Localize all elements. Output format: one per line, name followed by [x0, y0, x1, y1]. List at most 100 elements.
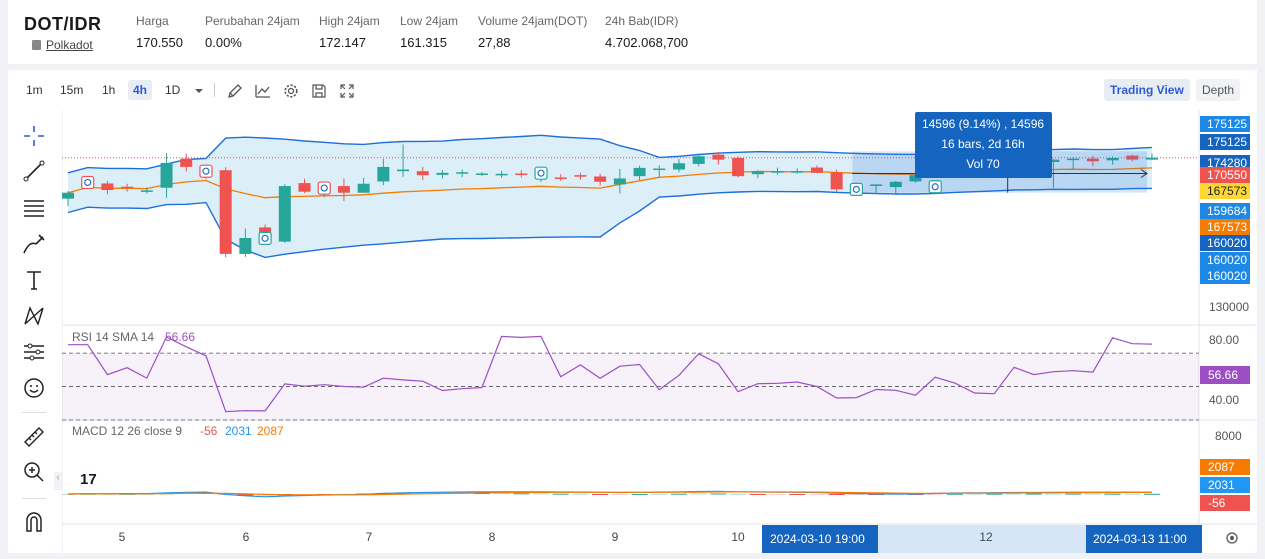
candle-body[interactable]	[633, 167, 646, 177]
macd-histogram-bar	[60, 494, 76, 495]
brush-icon[interactable]	[22, 232, 46, 256]
signal-marker-dot	[202, 167, 210, 175]
candle-body[interactable]	[830, 172, 843, 190]
stat-low-24h: Low 24jam 161.315	[400, 14, 459, 50]
candle-body[interactable]	[180, 158, 193, 167]
indicator-icon[interactable]	[255, 83, 271, 99]
pair-title: DOT/IDR	[24, 14, 102, 34]
candle-body[interactable]	[653, 168, 666, 171]
candle-body[interactable]	[1126, 155, 1139, 160]
macd-histogram-bar	[493, 493, 510, 495]
fullscreen-icon[interactable]	[339, 83, 355, 99]
time-range-end: 2024-03-13 11:00	[1093, 532, 1187, 546]
candle-body[interactable]	[1086, 158, 1099, 162]
coin-link[interactable]: Polkadot	[32, 38, 93, 52]
chart-plot-area[interactable]: RSI 14 SMA 14 56.66 MACD 12 26 close 9 -56…	[60, 110, 1257, 553]
timeframe-1h[interactable]: 1h	[102, 83, 116, 97]
zoom-in-icon[interactable]	[22, 460, 46, 484]
prediction-icon[interactable]	[22, 340, 46, 364]
candle-body[interactable]	[62, 192, 74, 199]
candle-body[interactable]	[456, 172, 469, 174]
chart-svg[interactable]: RSI 14 SMA 14 56.66 MACD 12 26 close 9 -56…	[60, 110, 1257, 553]
macd-histogram-bar	[828, 494, 845, 495]
settings-icon[interactable]	[283, 83, 299, 99]
candle-body[interactable]	[594, 176, 607, 182]
candle-body[interactable]	[377, 166, 390, 182]
candle-body[interactable]	[889, 181, 902, 188]
macd-histogram-bar	[1045, 493, 1062, 495]
tab-depth[interactable]: Depth	[1196, 79, 1241, 101]
candle-body[interactable]	[219, 170, 232, 254]
pattern-icon[interactable]	[22, 304, 46, 328]
candle-body[interactable]	[732, 157, 745, 177]
signal-marker-icon[interactable]	[317, 181, 331, 195]
trendline-icon[interactable]	[22, 159, 46, 183]
candle-body[interactable]	[1146, 157, 1158, 160]
time-axis-label: 7	[366, 530, 373, 544]
macd-histogram-bar	[611, 494, 628, 495]
candle-body[interactable]	[495, 173, 508, 176]
macd-signal-line	[67, 491, 1152, 496]
signal-marker-icon[interactable]	[258, 231, 272, 245]
candle-body[interactable]	[751, 171, 764, 175]
candle-body[interactable]	[791, 171, 804, 173]
ruler-icon[interactable]	[22, 425, 46, 449]
candle-body[interactable]	[613, 178, 626, 185]
candle-body[interactable]	[278, 186, 291, 242]
timeframe-1m[interactable]: 1m	[26, 83, 43, 97]
candle-body[interactable]	[397, 169, 410, 172]
signal-marker-dot	[852, 185, 860, 193]
candle-body[interactable]	[574, 175, 587, 177]
candle-body[interactable]	[101, 183, 114, 191]
magnet-icon[interactable]	[22, 510, 46, 534]
candle-body[interactable]	[1106, 157, 1119, 161]
axis-settings-icon-center	[1230, 536, 1234, 540]
rsi-badge-label: 56.66	[1208, 368, 1238, 382]
axis-settings-icon[interactable]	[1226, 532, 1238, 544]
candle-body[interactable]	[515, 173, 528, 176]
candle-body[interactable]	[475, 173, 488, 176]
timeframe-4h[interactable]: 4h	[128, 80, 153, 100]
timeframe-1d[interactable]: 1D	[165, 83, 181, 97]
signal-marker-icon[interactable]	[928, 180, 942, 194]
candle-body[interactable]	[298, 183, 311, 192]
time-range-start: 2024-03-10 19:00	[770, 532, 865, 546]
time-axis-label: 8	[489, 530, 496, 544]
signal-marker-icon[interactable]	[81, 175, 95, 190]
collapse-toolbar-button[interactable]: ‹	[54, 472, 62, 490]
timeframe-15m[interactable]: 15m	[60, 83, 84, 97]
candle-body[interactable]	[436, 172, 449, 175]
chevron-down-icon[interactable]	[191, 83, 207, 99]
candle-body[interactable]	[121, 186, 134, 189]
candle-body[interactable]	[160, 162, 173, 188]
candle-body[interactable]	[416, 171, 429, 176]
candle-body[interactable]	[1067, 158, 1080, 161]
text-icon[interactable]	[22, 268, 46, 292]
signal-marker-icon[interactable]	[849, 182, 863, 196]
candle-body[interactable]	[1047, 159, 1060, 162]
price-badge	[1200, 167, 1250, 183]
candle-body[interactable]	[239, 238, 252, 254]
candle-body[interactable]	[771, 171, 784, 173]
candle-body[interactable]	[337, 186, 350, 193]
coin-name: Polkadot	[46, 38, 93, 52]
fib-lines-icon[interactable]	[22, 196, 46, 220]
candle-body[interactable]	[909, 175, 922, 182]
macd-histogram-bar	[946, 493, 963, 495]
crosshair-icon[interactable]	[22, 124, 46, 148]
tab-trading-view[interactable]: Trading View	[1104, 79, 1190, 101]
candle-body[interactable]	[672, 163, 685, 170]
pencil-icon[interactable]	[227, 83, 243, 99]
signal-marker-dot	[84, 178, 92, 187]
candle-body[interactable]	[810, 167, 823, 173]
candle-body[interactable]	[554, 177, 567, 179]
signal-marker-icon[interactable]	[534, 166, 548, 180]
candle-body[interactable]	[870, 184, 883, 186]
signal-marker-icon[interactable]	[199, 164, 213, 178]
candle-body[interactable]	[357, 183, 370, 193]
emoji-icon[interactable]	[22, 376, 46, 400]
candle-body[interactable]	[712, 154, 725, 160]
save-icon[interactable]	[311, 83, 327, 99]
candle-body[interactable]	[140, 190, 153, 192]
candle-body[interactable]	[692, 156, 705, 164]
